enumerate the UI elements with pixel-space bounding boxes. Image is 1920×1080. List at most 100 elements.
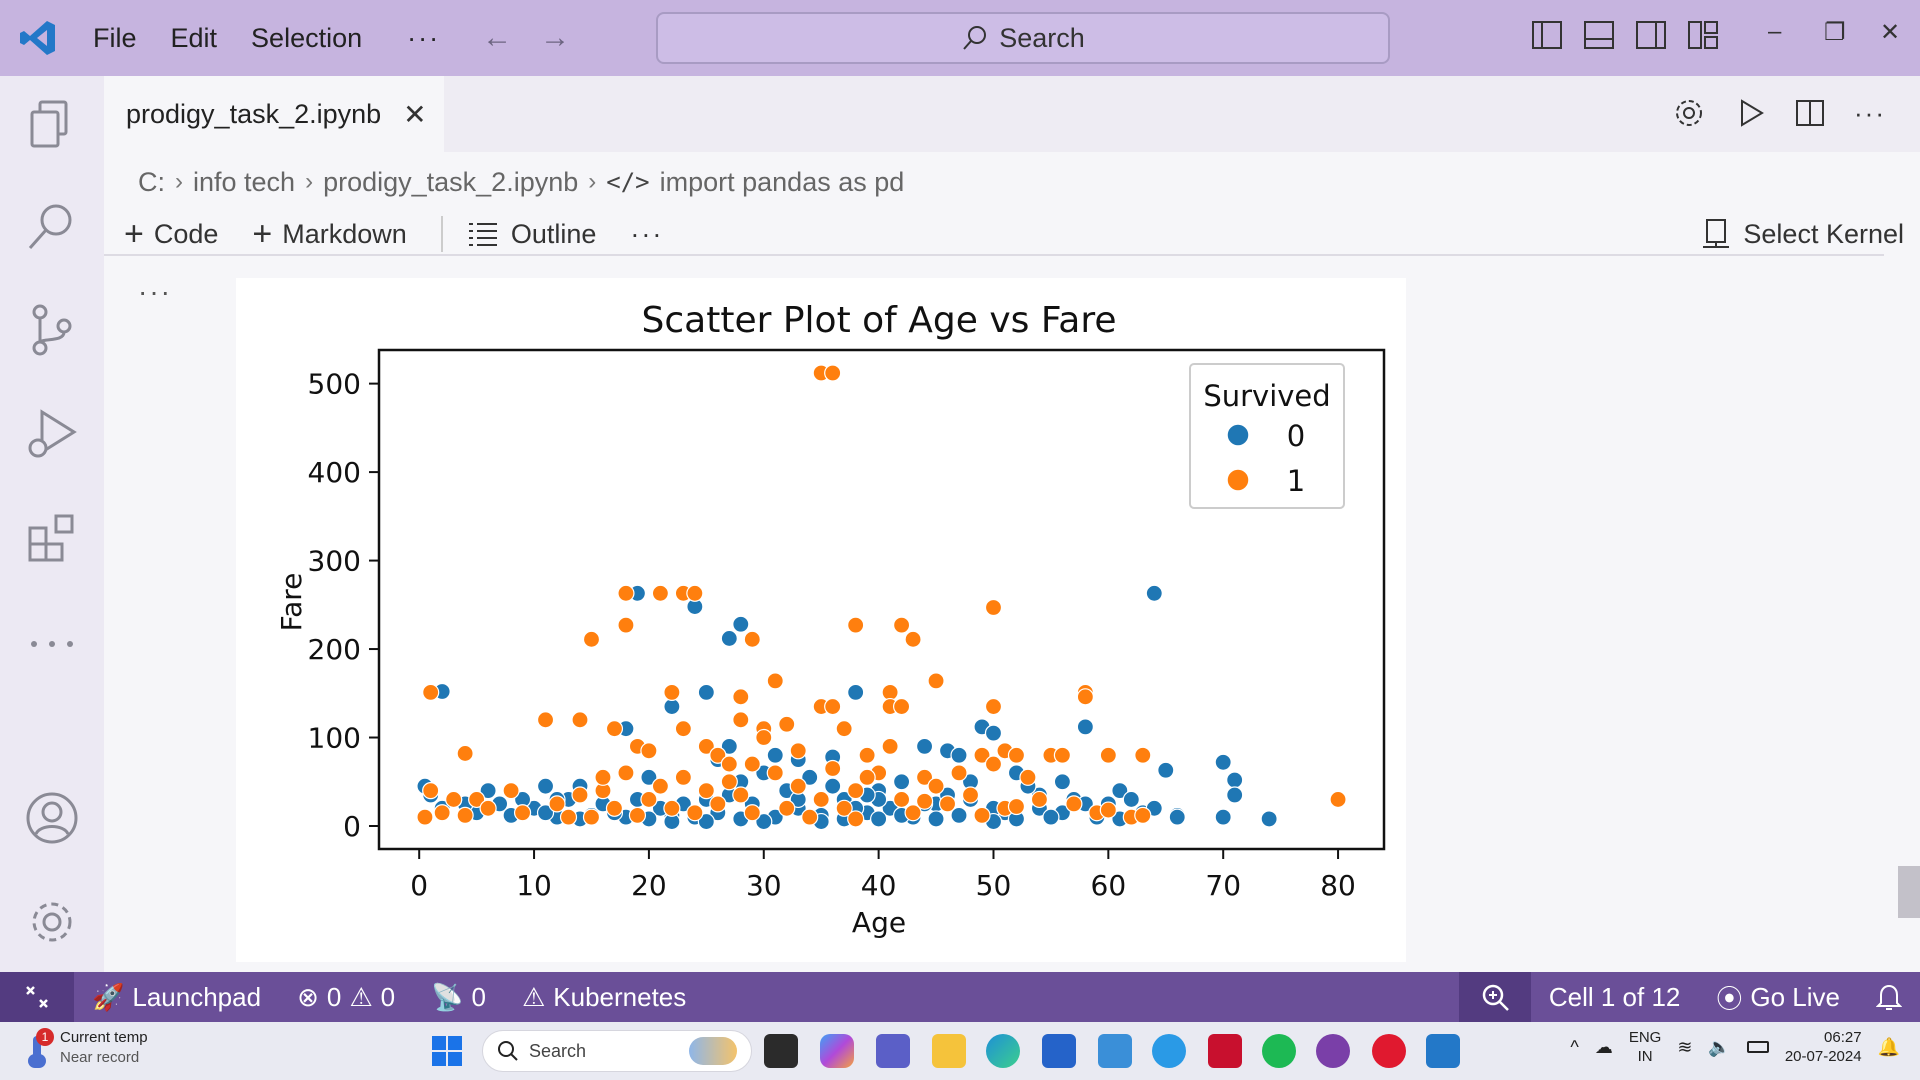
clock[interactable]: 06:27 20-07-2024: [1785, 1028, 1862, 1066]
notifications-bell-icon[interactable]: [1858, 972, 1920, 1022]
toggle-panel-icon[interactable]: [1582, 18, 1616, 52]
point-survived-1-20: [1076, 688, 1094, 706]
remote-indicator-icon[interactable]: [0, 972, 74, 1022]
run-all-icon[interactable]: [1734, 97, 1766, 129]
forward-arrow-icon[interactable]: →: [540, 21, 571, 54]
y-tick-label-2: 200: [308, 633, 361, 666]
language-code: ENG: [1628, 1029, 1662, 1046]
breadcrumb-file[interactable]: prodigy_task_2.ipynb: [323, 166, 579, 197]
point-survived-0-28: [1226, 771, 1244, 789]
teams-icon[interactable]: [876, 1034, 910, 1068]
source-control-icon[interactable]: [24, 302, 80, 358]
back-arrow-icon[interactable]: ←: [482, 21, 513, 54]
weather-widget[interactable]: 1 Current temp Near record: [24, 1028, 148, 1068]
legend-marker-1: [1226, 468, 1250, 492]
close-tab-icon[interactable]: ✕: [403, 98, 427, 130]
broadcast-icon: 📡: [431, 981, 464, 1012]
point-survived-1-107: [915, 792, 934, 810]
outline-button[interactable]: Outline: [467, 219, 596, 250]
close-window-button[interactable]: ✕: [1880, 19, 1901, 46]
legend-marker-0: [1226, 423, 1250, 447]
myhp-icon[interactable]: [1098, 1034, 1132, 1068]
menu-more-button[interactable]: ···: [407, 22, 441, 53]
zoom-icon[interactable]: [1458, 972, 1531, 1022]
show-hidden-icons-chevron-icon[interactable]: ^: [1570, 1036, 1579, 1057]
windows-start-icon[interactable]: [430, 1034, 464, 1068]
editor-more-actions-icon[interactable]: ···: [1854, 97, 1886, 128]
spotify-icon[interactable]: [1262, 1034, 1296, 1068]
point-survived-1-24: [892, 697, 911, 716]
point-survived-1-74: [651, 777, 669, 795]
extensions-icon[interactable]: [24, 510, 80, 566]
ports-indicator[interactable]: 📡 0: [413, 972, 504, 1022]
command-center-search[interactable]: Search: [656, 12, 1390, 64]
point-survived-0-83: [766, 746, 784, 764]
legend-title: Survived: [1203, 379, 1330, 413]
mcafee-icon[interactable]: [1208, 1034, 1242, 1068]
cell-output-more-button[interactable]: ···: [138, 276, 172, 307]
point-survived-1-14: [766, 672, 784, 690]
file-explorer-icon[interactable]: [932, 1034, 966, 1068]
more-views-icon[interactable]: [24, 616, 80, 672]
settings-gear-icon[interactable]: [1672, 96, 1706, 130]
cell-output: Scatter Plot of Age vs Fare 0 10 20 30 40 50 6…: [236, 278, 1406, 962]
tab-notebook[interactable]: prodigy_task_2.ipynb ✕: [104, 76, 444, 152]
go-live-button[interactable]: ⦿ Go Live: [1698, 972, 1858, 1022]
launchpad-button[interactable]: 🚀 Launchpad: [74, 972, 279, 1022]
taskbar-search[interactable]: Search: [482, 1030, 752, 1072]
add-code-cell-button[interactable]: + Code: [124, 215, 218, 254]
customize-layout-icon[interactable]: [1686, 18, 1720, 52]
battery-icon[interactable]: [1746, 1041, 1769, 1053]
wifi-icon[interactable]: ≋: [1677, 1036, 1693, 1057]
point-survived-0-86: [824, 777, 842, 795]
restore-button[interactable]: ❐: [1824, 19, 1846, 46]
toggle-primary-sidebar-icon[interactable]: [1530, 18, 1564, 52]
copilot-icon[interactable]: [820, 1034, 854, 1068]
toggle-secondary-sidebar-icon[interactable]: [1634, 18, 1668, 52]
point-survived-1-53: [1099, 746, 1117, 764]
point-survived-1-42: [881, 737, 899, 755]
explorer-icon[interactable]: [24, 96, 80, 152]
x-tick-label-6: 60: [1091, 869, 1127, 902]
editor-scrollbar-thumb[interactable]: [1898, 866, 1920, 918]
system-tray: ^ ☁ ENG IN ≋ 🔈 06:27 20-07-2024 🔔: [1570, 1028, 1900, 1066]
breadcrumb-drive[interactable]: C:: [138, 166, 165, 197]
task-view-icon[interactable]: [764, 1034, 798, 1068]
notebook-toolbar: + Code + Markdown Outline ··· Select Ker…: [124, 208, 1904, 260]
manage-gear-icon[interactable]: [24, 894, 80, 950]
menu-edit[interactable]: Edit: [170, 23, 218, 53]
point-survived-1-84: [778, 799, 796, 817]
kernel-icon: [1703, 219, 1730, 248]
menu-file[interactable]: File: [93, 23, 137, 53]
breadcrumb-folder[interactable]: info tech: [193, 166, 296, 197]
opera-icon[interactable]: [1372, 1034, 1406, 1068]
toolbar-more-button[interactable]: ···: [630, 218, 664, 249]
volume-icon[interactable]: 🔈: [1708, 1036, 1731, 1057]
cell-position-indicator[interactable]: Cell 1 of 12: [1531, 972, 1699, 1022]
breadcrumb-cell[interactable]: import pandas as pd: [659, 166, 905, 197]
cloud-warning-icon[interactable]: ☁: [1594, 1036, 1613, 1057]
problems-indicator[interactable]: ⊗ 0 ⚠ 0: [279, 972, 413, 1022]
antenna-icon: ⦿: [1716, 983, 1743, 1014]
point-survived-1-80: [720, 773, 738, 791]
store-icon[interactable]: [1042, 1034, 1076, 1068]
minimize-button[interactable]: –: [1768, 18, 1782, 45]
accounts-icon[interactable]: [24, 790, 80, 846]
notifications-icon[interactable]: 🔔: [1877, 1036, 1900, 1057]
split-editor-icon[interactable]: [1794, 97, 1826, 129]
menu-selection[interactable]: Selection: [251, 23, 363, 53]
select-kernel-button[interactable]: Select Kernel: [1701, 208, 1904, 260]
vscode-taskbar-icon[interactable]: [1426, 1034, 1460, 1068]
kubernetes-indicator[interactable]: ⚠ Kubernetes: [504, 972, 704, 1022]
help-icon[interactable]: [1152, 1034, 1186, 1068]
podcast-app-icon[interactable]: [1316, 1034, 1350, 1068]
add-markdown-cell-button[interactable]: + Markdown: [252, 215, 406, 254]
point-survived-0-3: [720, 629, 738, 648]
run-debug-icon[interactable]: [24, 406, 80, 462]
language-indicator[interactable]: ENG IN: [1629, 1028, 1662, 1066]
vscode-logo-icon: [0, 0, 76, 76]
edge-icon[interactable]: [986, 1034, 1020, 1068]
search-icon[interactable]: [24, 198, 80, 254]
point-survived-0-10: [720, 737, 738, 755]
scatter-chart: Scatter Plot of Age vs Fare 0 10 20 30 40 50 6…: [275, 300, 1386, 939]
